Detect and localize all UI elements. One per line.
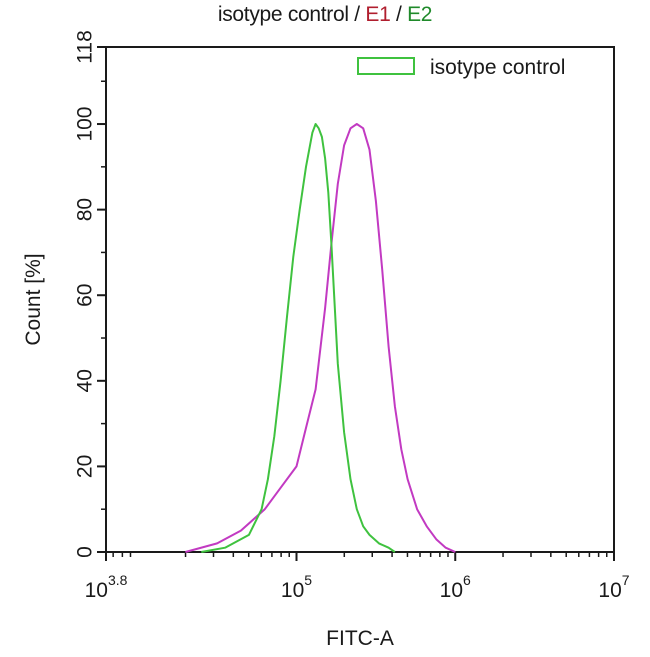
y-tick-label-100: 100: [73, 107, 96, 142]
y-tick-label-60: 60: [73, 284, 96, 307]
x-tick-label-5: 105: [281, 572, 312, 602]
y-tick-label-20: 20: [73, 455, 96, 478]
x-tick-label-7: 107: [598, 572, 629, 602]
series-line-isotype-control: [201, 123, 396, 553]
x-tick-label-3.8: 103.8: [85, 572, 128, 602]
y-tick-label-118: 118: [73, 30, 96, 63]
title-isotype: isotype control: [217, 3, 349, 26]
title-e2: E2: [407, 3, 433, 26]
title-e1: E1: [365, 3, 391, 26]
legend-label-isotype-control: isotype control: [430, 56, 565, 79]
title-sep-1: /: [348, 3, 366, 26]
x-tick-label-6: 106: [440, 572, 471, 602]
legend-swatch-isotype-control: [357, 57, 415, 75]
y-axis-title: Count [%]: [22, 253, 45, 345]
series-line-sample: [185, 123, 456, 553]
chart-title: isotype control / E1 / E2: [0, 3, 650, 27]
y-tick-label-80: 80: [73, 198, 96, 221]
y-tick-label-0: 0: [73, 546, 96, 558]
plot-frame: [105, 46, 615, 553]
title-sep-2: /: [390, 3, 408, 26]
x-axis-title: FITC-A: [326, 627, 394, 650]
y-tick-label-40: 40: [73, 369, 96, 392]
